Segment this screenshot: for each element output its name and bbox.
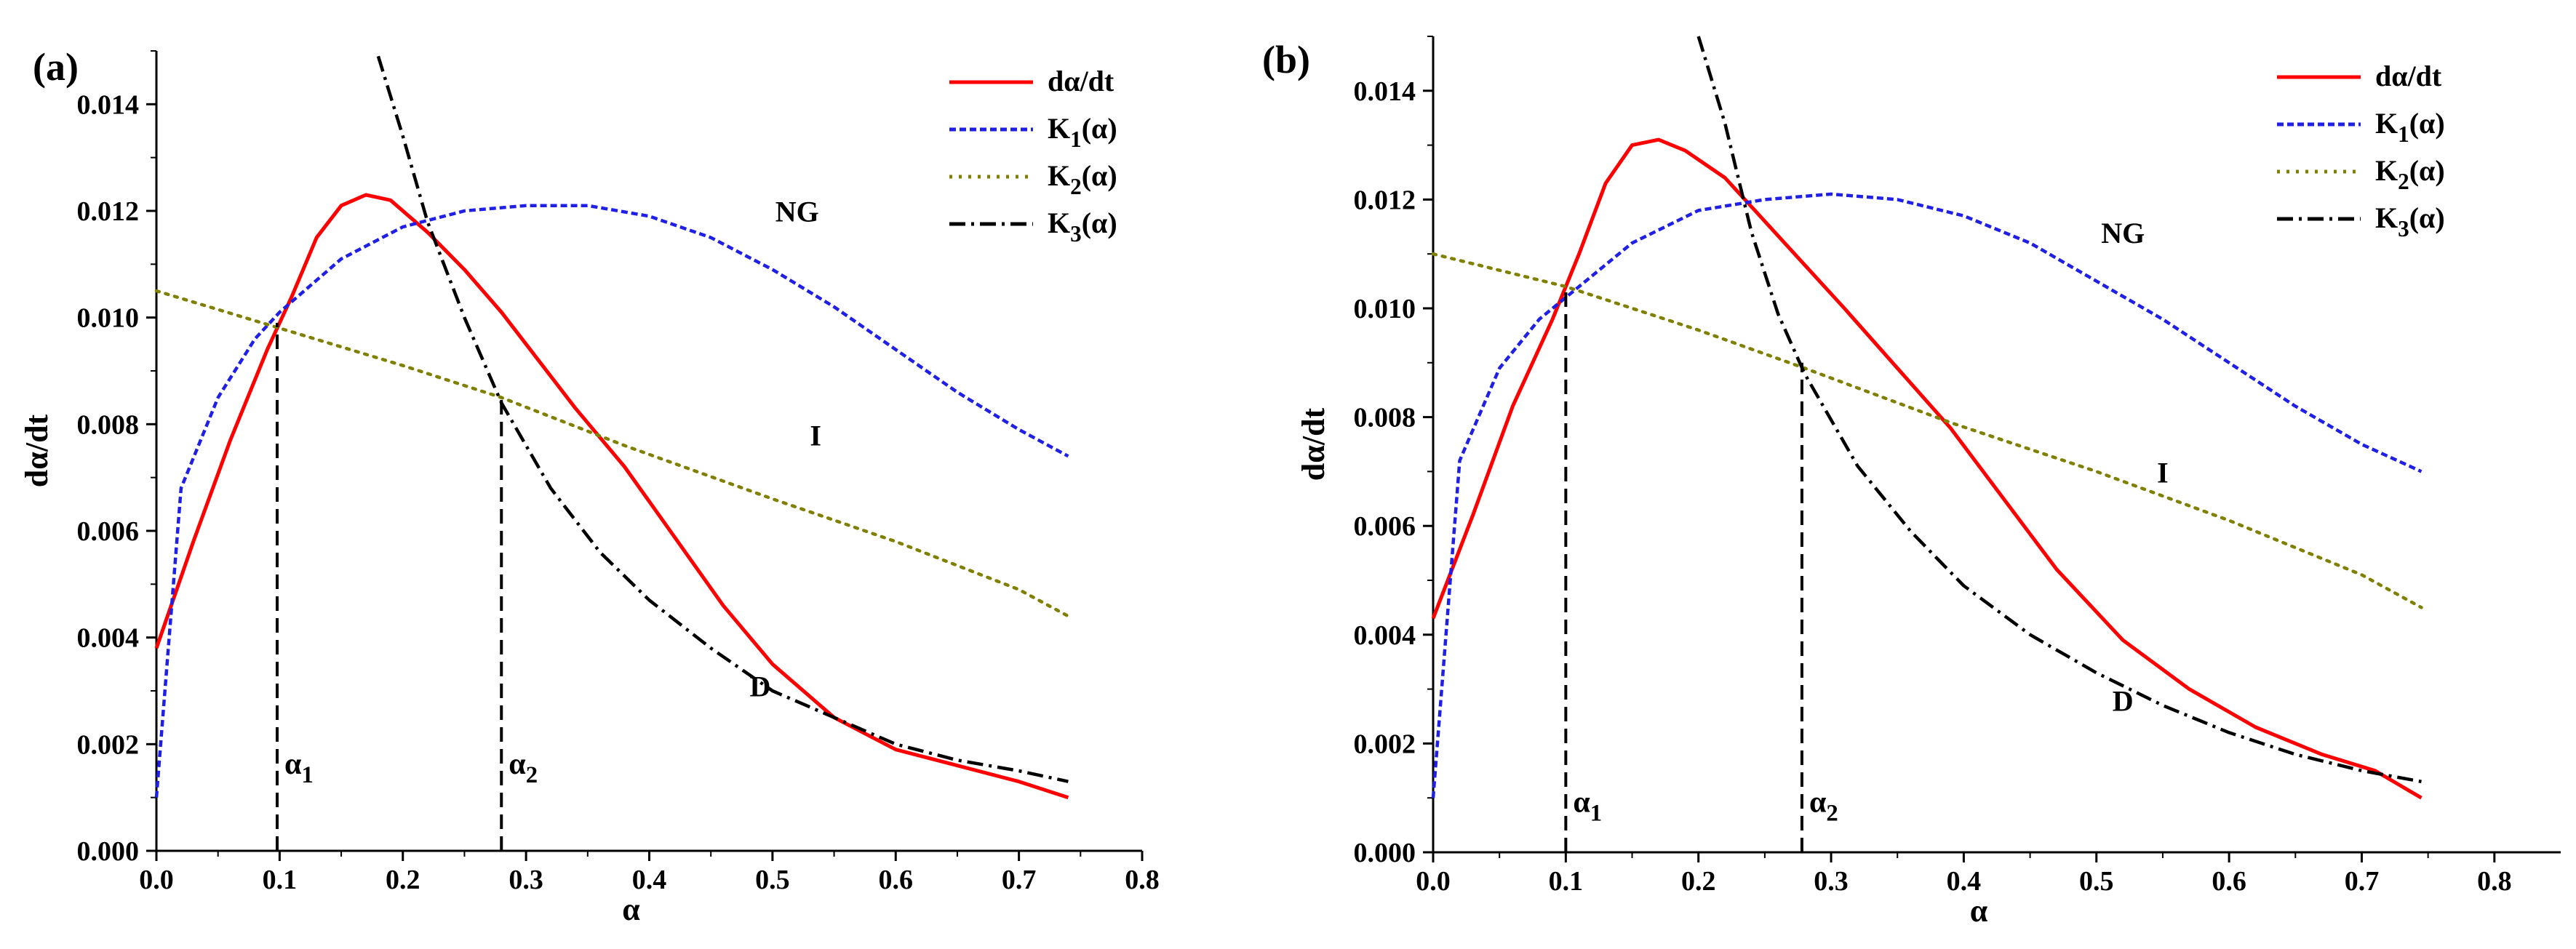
region-label-i: I bbox=[2157, 456, 2169, 489]
region-label-d: D bbox=[749, 670, 770, 702]
x-tick-label: 0.7 bbox=[2345, 866, 2380, 897]
x-tick-label: 0.6 bbox=[2212, 866, 2246, 897]
legend-entry-k1: K1(α) bbox=[2375, 107, 2445, 147]
chart-panel-a: 0.0 0.1 0.2 0.3 0.4 0.5 0.6 0.7 0.8 0.000 0.002 0.0… bbox=[19, 45, 1160, 927]
y-tick-label: 0.000 bbox=[1354, 838, 1416, 868]
series-line-k3 bbox=[1696, 36, 2422, 784]
alpha1-label: α1 bbox=[1573, 786, 1602, 827]
legend-entry-k2: K2(α) bbox=[1048, 159, 1117, 199]
x-tick-label: 0.4 bbox=[632, 865, 667, 895]
series-line-k2 bbox=[154, 289, 1070, 618]
x-tick-label: 0.7 bbox=[1002, 865, 1037, 895]
legend-entry-k2: K2(α) bbox=[2375, 154, 2445, 194]
x-tick-label: 0.3 bbox=[1814, 866, 1849, 897]
panel-label: (a) bbox=[33, 45, 79, 89]
y-tick-label: 0.008 bbox=[1354, 403, 1416, 433]
x-tick-label: 0.8 bbox=[2477, 866, 2512, 897]
y-tick-label: 0.002 bbox=[1354, 729, 1416, 759]
legend-entry-dadt: dα/dt bbox=[1048, 65, 1114, 97]
legend-entry-dadt: dα/dt bbox=[2375, 60, 2442, 92]
legend-entry-k3: K3(α) bbox=[1048, 207, 1117, 247]
region-label-ng: NG bbox=[775, 196, 819, 228]
x-tick-label: 0.2 bbox=[386, 865, 420, 895]
y-tick-label: 0.010 bbox=[77, 303, 140, 334]
x-tick-label: 0.6 bbox=[879, 865, 914, 895]
alpha1-label: α1 bbox=[284, 748, 314, 788]
y-tick-label: 0.008 bbox=[77, 409, 140, 440]
panel-label: (b) bbox=[1262, 38, 1310, 81]
series-line-dadt bbox=[1431, 137, 2423, 800]
region-label-i: I bbox=[810, 420, 821, 452]
x-tick-label: 0.5 bbox=[755, 865, 790, 895]
x-tick-label: 0.2 bbox=[1681, 866, 1716, 897]
alpha2-label: α2 bbox=[509, 748, 538, 788]
alpha2-label: α2 bbox=[1809, 786, 1838, 827]
y-axis-title: dα/dt bbox=[1296, 407, 1331, 481]
series-line-k3 bbox=[376, 55, 1069, 783]
y-tick-label: 0.002 bbox=[77, 729, 140, 760]
x-tick-label: 0.8 bbox=[1125, 865, 1160, 895]
series-line-k2 bbox=[1431, 252, 2423, 609]
x-tick-label: 0.0 bbox=[1416, 866, 1451, 897]
y-tick-label: 0.004 bbox=[77, 623, 140, 654]
x-tick-label: 0.1 bbox=[263, 865, 298, 895]
region-label-ng: NG bbox=[2101, 217, 2145, 249]
y-tick-label: 0.004 bbox=[1354, 620, 1416, 651]
y-tick-label: 0.006 bbox=[77, 516, 140, 547]
y-tick-label: 0.006 bbox=[1354, 511, 1416, 542]
y-axis-title: dα/dt bbox=[19, 414, 55, 487]
x-axis-title: α bbox=[1970, 893, 1988, 929]
x-tick-label: 0.1 bbox=[1549, 866, 1584, 897]
y-tick-label: 0.012 bbox=[77, 196, 140, 227]
y-tick-label: 0.012 bbox=[1354, 185, 1416, 215]
y-tick-label: 0.010 bbox=[1354, 294, 1416, 324]
chart-panel-b: 0.0 0.1 0.2 0.3 0.4 0.5 0.6 0.7 0.8 0.000 0.002 0.0… bbox=[1262, 36, 2561, 929]
x-tick-label: 0.4 bbox=[1947, 866, 1982, 897]
legend-entry-k3: K3(α) bbox=[2375, 201, 2445, 241]
x-axis-title: α bbox=[622, 892, 640, 927]
legend-entry-k1: K1(α) bbox=[1048, 112, 1117, 152]
series-line-k1 bbox=[1431, 192, 2423, 798]
region-label-d: D bbox=[2113, 685, 2134, 718]
y-tick-label: 0.000 bbox=[77, 836, 140, 867]
y-tick-label: 0.014 bbox=[77, 89, 140, 120]
series-line-dadt bbox=[154, 193, 1069, 800]
series-line-k1 bbox=[154, 204, 1069, 798]
y-tick-label: 0.014 bbox=[1354, 76, 1416, 107]
x-tick-label: 0.3 bbox=[509, 865, 543, 895]
x-tick-label: 0.0 bbox=[139, 865, 174, 895]
x-tick-label: 0.5 bbox=[2079, 866, 2114, 897]
